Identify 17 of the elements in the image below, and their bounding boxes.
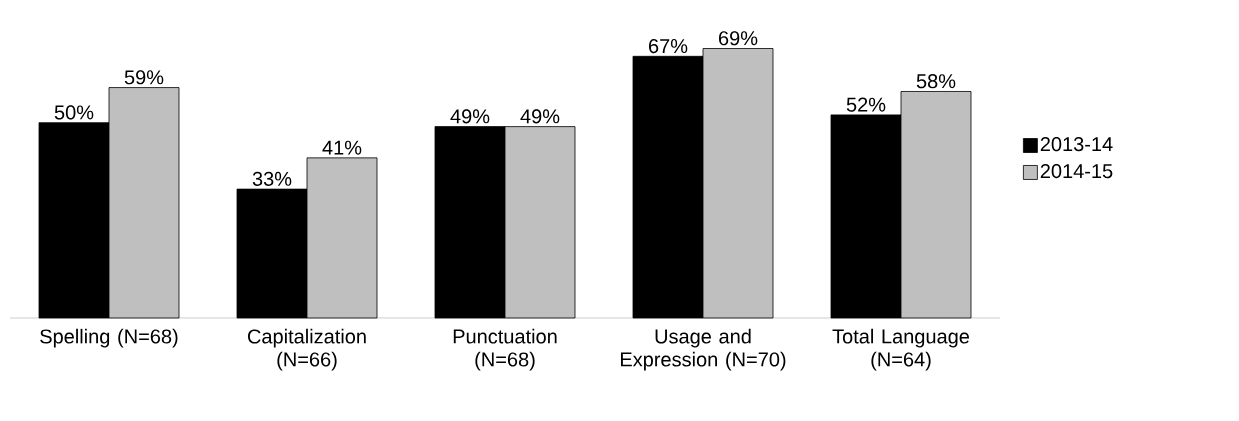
legend-label: 2013-14 [1040, 137, 1113, 152]
x-tick-label: Punctuation (N=68) [453, 328, 557, 371]
data-label: 69% [719, 31, 758, 46]
data-label: 52% [846, 97, 886, 112]
data-label: 50% [54, 105, 94, 120]
data-label: 49% [520, 109, 560, 124]
data-label: 59% [124, 70, 164, 85]
data-label: 33% [252, 171, 292, 186]
data-label: 58% [916, 74, 956, 89]
data-label: 67% [649, 38, 688, 54]
data-label: 41% [322, 140, 362, 155]
x-tick-label: Usage and Expression (N=70) [621, 328, 786, 371]
x-tick-label: Total Language (N=64) [832, 328, 970, 371]
x-tick-label: Spelling (N=68) [40, 328, 178, 348]
x-tick-label: Capitalization (N=66) [247, 328, 366, 371]
legend-label: 2014-15 [1040, 163, 1113, 179]
data-label: 49% [450, 109, 490, 124]
